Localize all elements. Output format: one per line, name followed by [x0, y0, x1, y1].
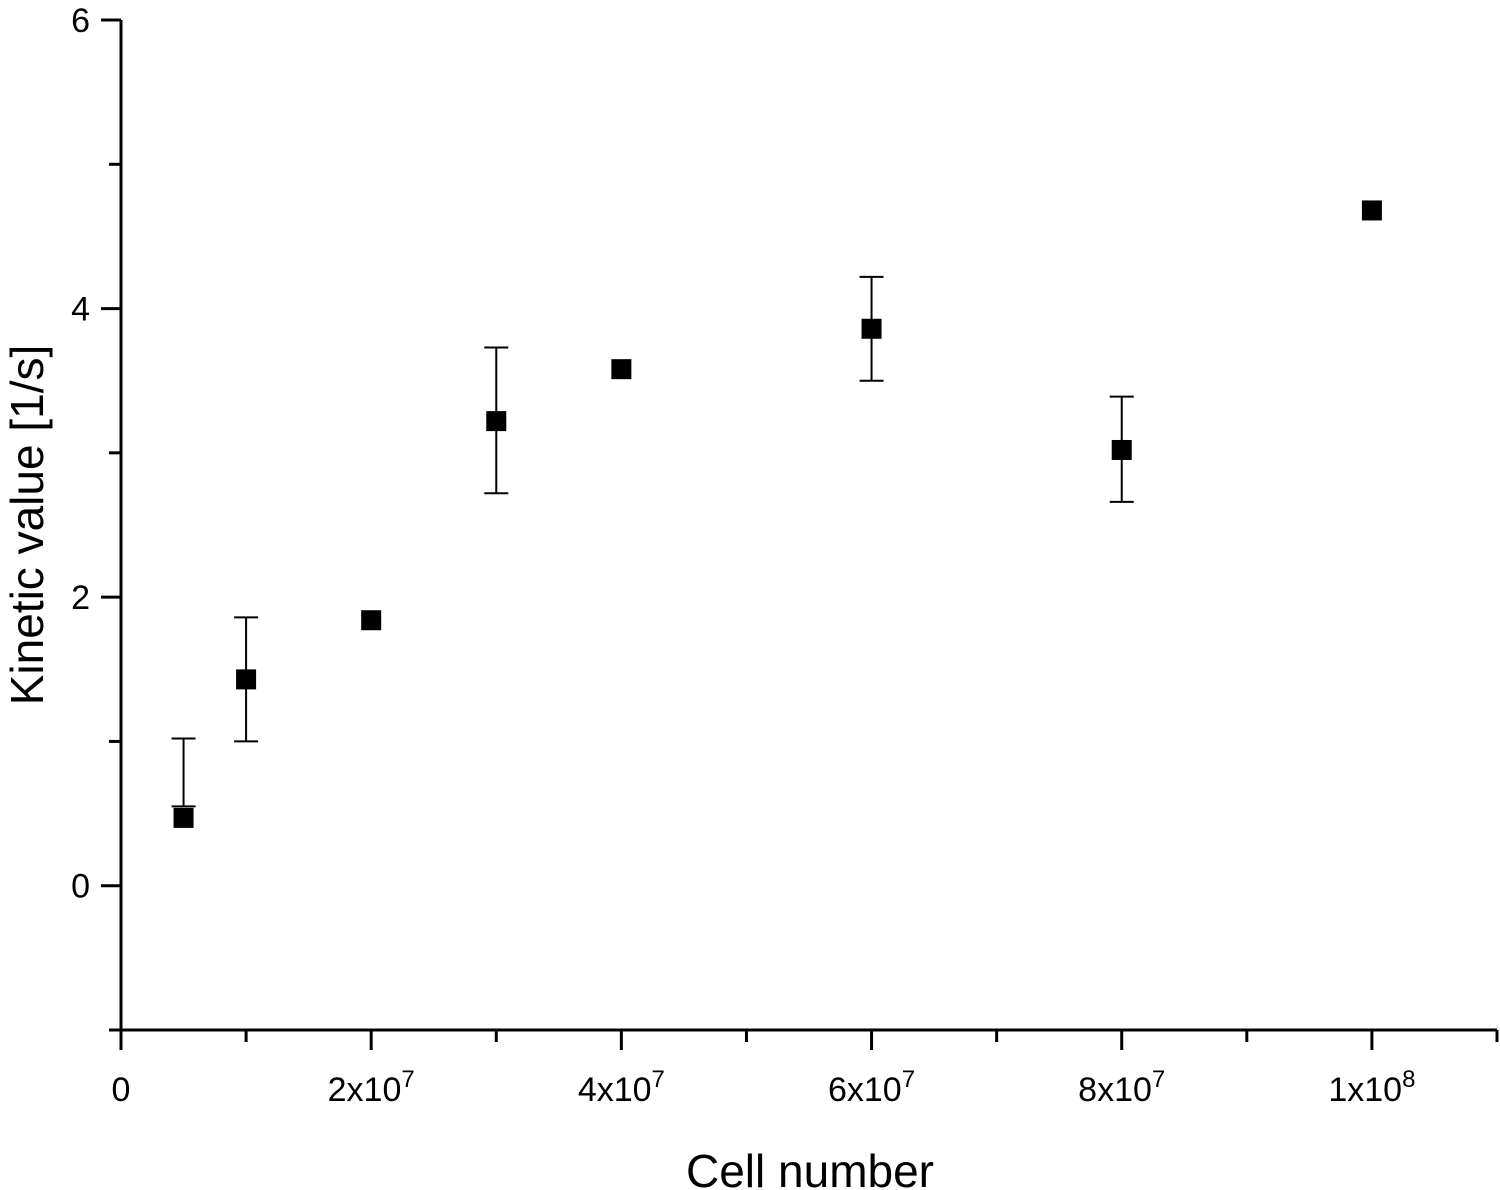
error-bars [171, 275, 1134, 808]
data-point-square [1111, 439, 1132, 460]
x-axis-title: Cell number [686, 1145, 934, 1190]
y-tick-label: 6 [71, 2, 90, 40]
x-tick-label: 1x108 [1328, 1066, 1415, 1109]
data-point-square [486, 411, 507, 432]
x-tick-label: 0 [112, 1071, 131, 1109]
x-tick-label: 8x107 [1078, 1066, 1165, 1109]
x-tick-label: 6x107 [828, 1066, 915, 1109]
axes [119, 20, 1497, 1032]
data-point-square [611, 359, 632, 380]
data-point-square [173, 807, 194, 828]
y-tick-label: 2 [71, 579, 90, 617]
x-tick-label: 2x107 [328, 1066, 415, 1109]
error-bar [171, 737, 196, 808]
x-tick-label: 4x107 [578, 1066, 665, 1109]
ticks [101, 18, 1499, 1050]
y-axis-title: Kinetic value [1/s] [1, 345, 53, 706]
data-points [173, 200, 1382, 828]
y-tick-label: 4 [71, 291, 90, 329]
y-tick-label: 0 [71, 868, 90, 906]
tick-labels: 0 2x107 4x107 6x107 8x107 1x108 0 2 4 6 [71, 2, 1415, 1109]
data-point-square [1361, 200, 1382, 221]
data-point-square [861, 318, 882, 339]
data-point-square [236, 669, 257, 690]
data-point-square [361, 610, 382, 631]
